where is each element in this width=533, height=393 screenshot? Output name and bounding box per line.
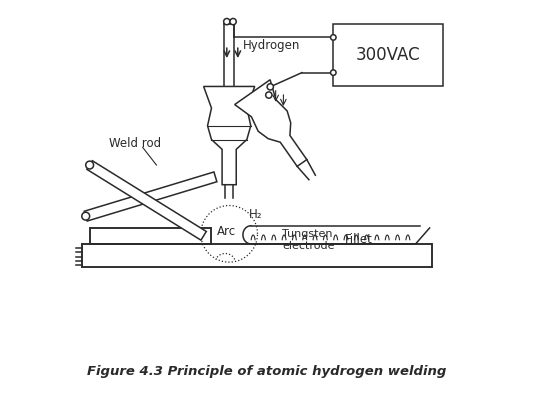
Text: Fillet: Fillet: [345, 233, 373, 246]
FancyBboxPatch shape: [333, 24, 443, 86]
Polygon shape: [90, 228, 212, 244]
Circle shape: [265, 92, 272, 98]
Circle shape: [230, 18, 236, 25]
Polygon shape: [84, 172, 217, 221]
Text: Hydrogen: Hydrogen: [243, 39, 300, 52]
Polygon shape: [235, 80, 307, 166]
Polygon shape: [87, 161, 206, 240]
Text: H₂: H₂: [249, 208, 262, 221]
Text: Figure 4.3 Principle of atomic hydrogen welding: Figure 4.3 Principle of atomic hydrogen …: [87, 365, 446, 378]
Text: Tungsten
electrode: Tungsten electrode: [282, 229, 335, 251]
Text: Weld rod: Weld rod: [109, 137, 161, 150]
Circle shape: [224, 18, 230, 25]
Text: 300VAC: 300VAC: [356, 46, 421, 64]
Circle shape: [86, 161, 94, 169]
Polygon shape: [82, 244, 432, 267]
Polygon shape: [204, 86, 255, 185]
Text: Arc: Arc: [217, 225, 237, 239]
Circle shape: [82, 212, 90, 220]
Circle shape: [330, 35, 336, 40]
Circle shape: [330, 70, 336, 75]
Circle shape: [267, 84, 273, 90]
